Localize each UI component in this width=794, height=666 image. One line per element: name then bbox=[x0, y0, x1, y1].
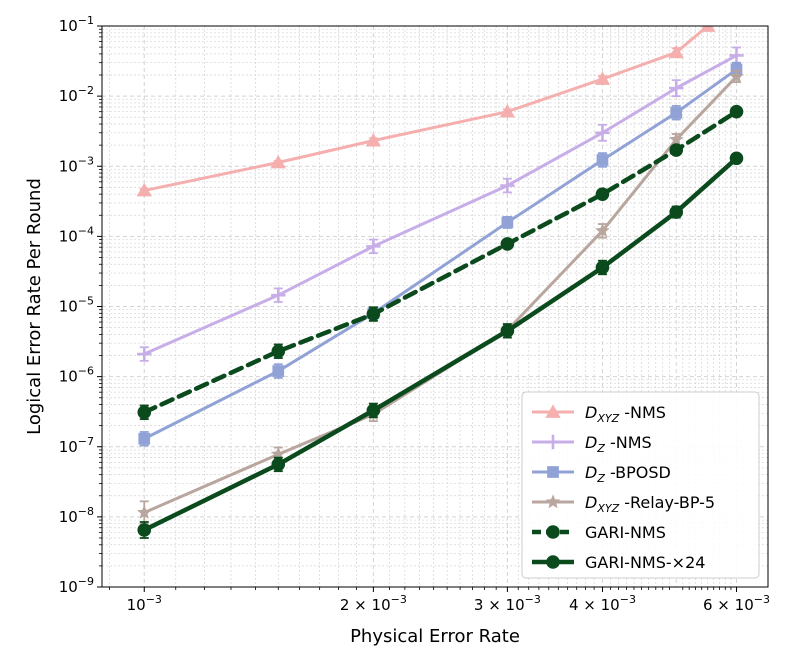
legend-label: DXYZ -Relay-BP-5 bbox=[585, 493, 715, 515]
data-point bbox=[596, 154, 609, 166]
series-1 bbox=[137, 46, 744, 362]
legend-item bbox=[532, 404, 574, 418]
data-point bbox=[595, 223, 610, 238]
data-point bbox=[137, 405, 152, 420]
x-axis-label: Physical Error Rate bbox=[350, 626, 520, 647]
y-tick-label: 10−5 bbox=[59, 295, 94, 316]
data-point bbox=[501, 216, 514, 229]
legend-marker bbox=[546, 525, 560, 539]
data-point bbox=[669, 143, 684, 157]
legend-marker bbox=[545, 404, 561, 418]
data-point bbox=[595, 125, 610, 140]
data-point bbox=[365, 132, 382, 147]
data-point bbox=[668, 44, 684, 59]
y-tick-label: 10−7 bbox=[59, 435, 94, 456]
data-point bbox=[668, 131, 684, 146]
data-point bbox=[729, 68, 744, 83]
series-2 bbox=[138, 61, 743, 447]
series-5 bbox=[137, 151, 744, 539]
legend-label: GARI-NMS-×24 bbox=[585, 553, 705, 572]
legend-label: DXYZ -NMS bbox=[585, 403, 666, 425]
x-tick-label: 6 × 10−3 bbox=[703, 593, 770, 614]
data-point bbox=[366, 239, 381, 254]
data-point bbox=[137, 523, 152, 537]
y-tick-label: 10−4 bbox=[59, 224, 94, 245]
data-point bbox=[669, 80, 684, 96]
data-point bbox=[366, 307, 381, 321]
y-tick-label: 10−3 bbox=[59, 154, 94, 175]
data-point bbox=[500, 324, 515, 338]
data-point bbox=[366, 403, 381, 418]
y-tick-label: 10−2 bbox=[59, 84, 94, 105]
data-point bbox=[138, 432, 151, 445]
series-4 bbox=[137, 104, 744, 420]
legend-item bbox=[532, 466, 574, 478]
data-point bbox=[729, 104, 744, 119]
legend-marker bbox=[545, 494, 561, 509]
x-tick-label: 4 × 10−3 bbox=[569, 593, 636, 614]
data-point bbox=[700, 26, 716, 32]
y-tick-label: 10−9 bbox=[59, 575, 94, 596]
series-line bbox=[142, 53, 738, 356]
legend-box bbox=[521, 391, 760, 579]
legend-label: DZ -BPOSD bbox=[585, 463, 671, 485]
data-point bbox=[271, 287, 286, 303]
series-line bbox=[142, 109, 739, 415]
x-tick-label: 10−3 bbox=[127, 593, 162, 614]
data-point bbox=[595, 187, 610, 201]
data-point bbox=[669, 205, 684, 219]
data-point bbox=[670, 106, 683, 119]
y-axis-label: Logical Error Rate Per Round bbox=[24, 178, 45, 435]
legend-marker bbox=[545, 434, 561, 450]
legend-item bbox=[532, 434, 574, 450]
axis-ticks: 10−9 10−8 10−7 10−6 10−5 10−4 10−3 10−2 10−1 10−3… bbox=[59, 14, 770, 614]
legend-label: DZ -NMS bbox=[585, 433, 652, 455]
legend-marker bbox=[547, 466, 559, 478]
y-tick-label: 10−8 bbox=[59, 505, 94, 526]
legend-item bbox=[532, 494, 574, 509]
data-point bbox=[137, 346, 152, 362]
legend-marker bbox=[546, 555, 560, 569]
data-point bbox=[594, 71, 611, 85]
data-point bbox=[729, 48, 744, 63]
data-point bbox=[270, 154, 286, 169]
legend-item bbox=[532, 555, 574, 569]
y-tick-label: 10−6 bbox=[59, 365, 94, 386]
y-tick-label: 10−1 bbox=[59, 14, 94, 35]
legend-item bbox=[532, 525, 574, 539]
data-point bbox=[499, 104, 516, 118]
data-point bbox=[271, 344, 286, 359]
legend: DXYZ -NMS DZ -NMS DZ -BPOSD DXYZ -Relay-BP-… bbox=[521, 391, 760, 579]
series-0 bbox=[136, 26, 716, 197]
data-point bbox=[271, 457, 286, 472]
series-layer bbox=[136, 26, 744, 539]
data-point bbox=[595, 260, 610, 275]
data-point bbox=[136, 504, 152, 519]
data-point bbox=[136, 182, 152, 197]
data-point bbox=[500, 237, 515, 251]
x-tick-label: 2 × 10−3 bbox=[340, 593, 407, 614]
data-point bbox=[272, 365, 285, 377]
x-tick-label: 3 × 10−3 bbox=[474, 593, 541, 614]
legend-label: GARI-NMS bbox=[585, 523, 666, 542]
data-point bbox=[729, 151, 744, 166]
data-point bbox=[500, 178, 515, 193]
